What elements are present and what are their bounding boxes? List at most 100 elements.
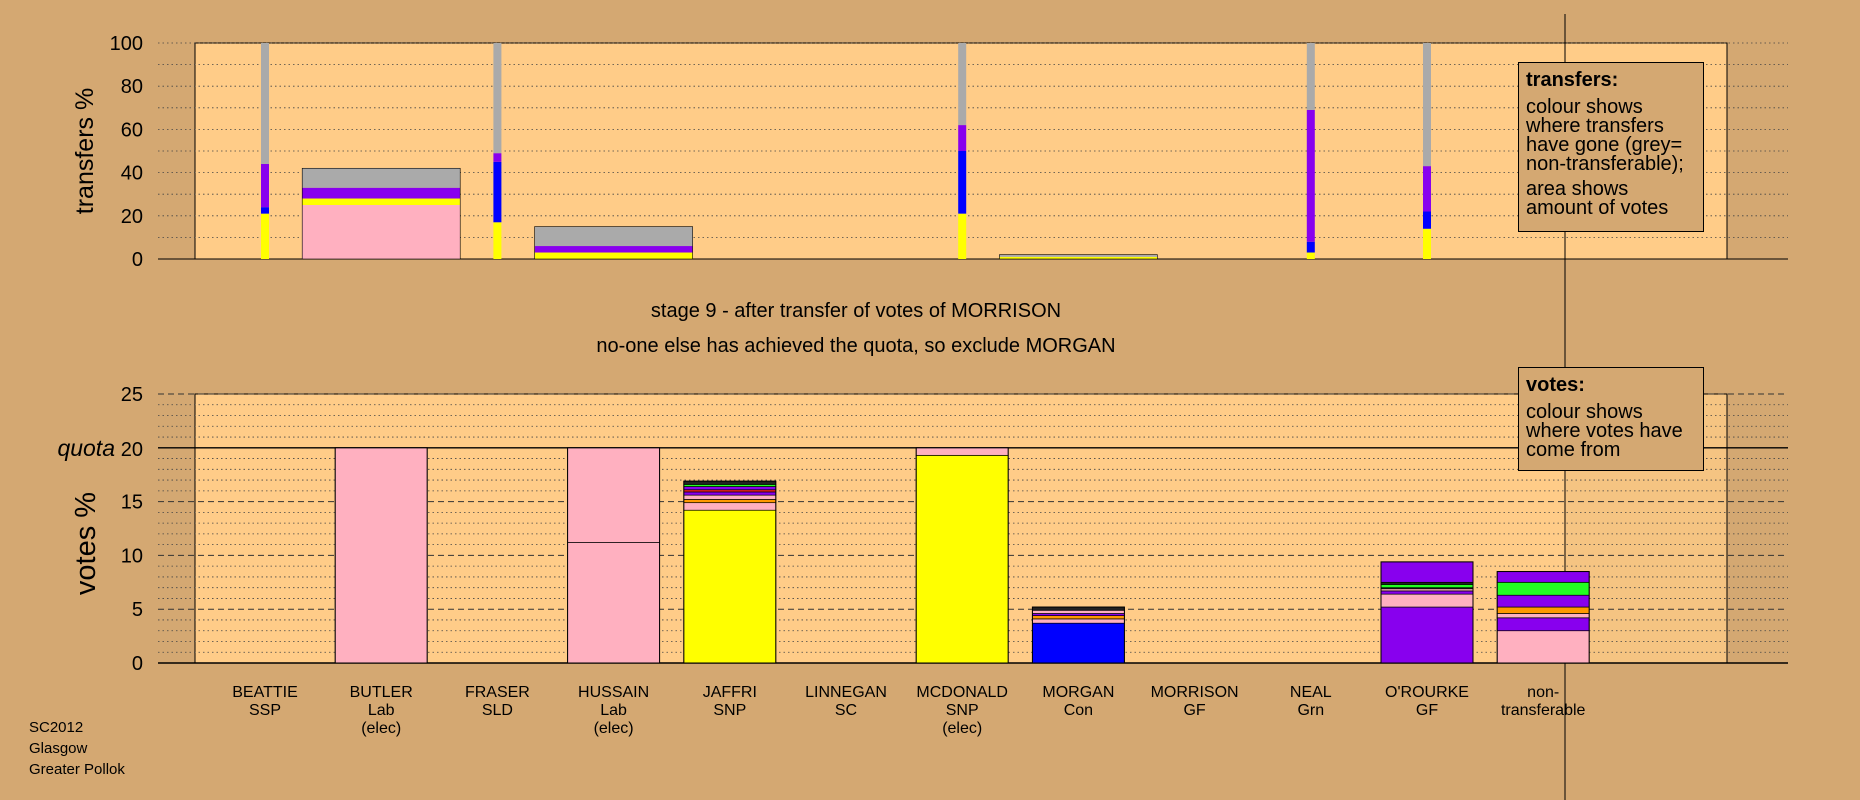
transfer-bar-outline xyxy=(999,254,1158,260)
candidate-label: FRASER xyxy=(465,684,530,701)
vote-bar-outline xyxy=(1496,571,1590,664)
transfer-segment xyxy=(302,198,461,205)
vote-bar-outline xyxy=(567,447,661,664)
transfer-bar-outline xyxy=(534,226,693,260)
transfer-segment xyxy=(1306,252,1315,259)
vote-bar-outline xyxy=(683,480,777,664)
vote-segment xyxy=(1496,617,1590,632)
vote-segment xyxy=(1032,622,1125,664)
candidate-label: (elec) xyxy=(594,720,634,737)
transfers-ytick-label: 20 xyxy=(121,206,143,228)
candidate-label: transferable xyxy=(1501,702,1586,719)
transfer-segment xyxy=(261,213,269,259)
transfer-segment xyxy=(261,163,269,208)
transfer-segment xyxy=(958,43,967,126)
transfers-axis-title: transfers % xyxy=(71,88,99,214)
votes-axis-title: votes % xyxy=(70,492,102,595)
vote-segment xyxy=(915,454,1009,664)
transfer-bar-outline xyxy=(301,167,461,260)
votes-ytick-label: 0 xyxy=(132,653,143,675)
candidate-label: (elec) xyxy=(361,720,401,737)
transfer-segment xyxy=(1306,109,1315,242)
transfers-ytick-label: 100 xyxy=(110,33,143,55)
transfer-segment xyxy=(534,252,693,259)
vote-segment xyxy=(1380,593,1474,608)
vote-bar-outline xyxy=(1380,561,1474,664)
transfer-segment xyxy=(493,222,502,259)
transfer-segment xyxy=(261,207,269,214)
transfer-segment xyxy=(1423,211,1431,229)
transfer-segment xyxy=(958,151,967,214)
footer-line3: Greater Pollok xyxy=(29,761,125,778)
candidate-label: Con xyxy=(1064,702,1093,719)
candidate-label: SC xyxy=(835,702,857,719)
candidate-label: Lab xyxy=(600,702,627,719)
quota-tick-label: 20 xyxy=(121,439,143,461)
vote-segment xyxy=(1380,584,1474,589)
candidate-label: JAFFRI xyxy=(703,684,757,701)
transfers-ytick-label: 60 xyxy=(121,119,143,141)
vote-segment xyxy=(1032,618,1125,624)
stage-caption: stage 9 - after transfer of votes of MOR… xyxy=(650,300,1062,322)
candidate-label: NEAL xyxy=(1290,684,1332,701)
vote-segment xyxy=(683,509,777,664)
legend-votes: votes: colour shows where votes have com… xyxy=(1518,367,1704,471)
footer-line2: Glasgow xyxy=(29,740,88,757)
candidate-label: O'ROURKE xyxy=(1385,684,1469,701)
vote-segment xyxy=(683,486,777,491)
vote-segment xyxy=(1032,609,1125,614)
footer-line1: SC2012 xyxy=(29,719,84,736)
vote-segment xyxy=(567,447,660,543)
vote-bar-outline xyxy=(1031,606,1125,664)
candidate-label: SSP xyxy=(249,702,281,719)
transfer-segment xyxy=(999,256,1158,259)
candidate-label: MCDONALD xyxy=(916,684,1008,701)
transfers-ytick-label: 0 xyxy=(132,249,143,271)
vote-segment xyxy=(1032,615,1125,620)
transfer-segment xyxy=(261,43,269,164)
vote-segment xyxy=(334,447,428,664)
transfer-segment xyxy=(958,125,967,151)
candidate-label: Lab xyxy=(368,702,395,719)
vote-segment xyxy=(1496,606,1590,614)
legend-transfers-heading: transfers: xyxy=(1526,69,1619,91)
vote-segment xyxy=(1496,630,1590,664)
candidate-label: Grn xyxy=(1297,702,1324,719)
transfer-segment xyxy=(302,187,461,199)
candidate-label: BEATTIE xyxy=(232,684,298,701)
transfer-segment xyxy=(999,254,1158,257)
candidate-label: LINNEGAN xyxy=(805,684,887,701)
legend-votes-heading: votes: xyxy=(1526,374,1585,396)
vote-segment xyxy=(1496,581,1590,596)
candidate-label: BUTLER xyxy=(350,684,413,701)
legend-votes-text1: colour shows where votes have come from xyxy=(1526,401,1683,461)
legend-transfers-text2: area shows amount of votes xyxy=(1526,178,1669,219)
transfers-ytick-label: 80 xyxy=(121,76,143,98)
candidate-label: GF xyxy=(1416,702,1438,719)
transfer-segment xyxy=(1423,43,1431,167)
candidate-label: GF xyxy=(1183,702,1205,719)
legend-transfers: transfers: colour shows where transfers … xyxy=(1518,62,1704,232)
transfer-segment xyxy=(1423,228,1431,259)
candidate-label: HUSSAIN xyxy=(578,684,649,701)
transfer-segment xyxy=(1306,43,1315,110)
transfer-segment xyxy=(493,161,502,223)
transfer-segment xyxy=(302,205,461,259)
vote-segment xyxy=(1380,606,1474,664)
quota-label: quota xyxy=(57,435,115,461)
vote-segment xyxy=(915,447,1009,456)
candidate-label: SLD xyxy=(482,702,513,719)
vote-segment xyxy=(1496,613,1590,619)
vote-segment xyxy=(683,491,777,496)
votes-ytick-label: 5 xyxy=(132,599,143,621)
candidate-label: SNP xyxy=(713,702,746,719)
vote-bar-outline xyxy=(915,447,1009,664)
quota-note: no-one else has achieved the quota, so e… xyxy=(596,335,1116,357)
transfer-segment xyxy=(534,246,693,253)
vote-segment xyxy=(683,499,777,504)
vote-segment xyxy=(1496,571,1590,583)
vote-segment xyxy=(1496,594,1590,608)
vote-segment xyxy=(1380,590,1474,595)
votes-ytick-label: 25 xyxy=(121,384,143,406)
